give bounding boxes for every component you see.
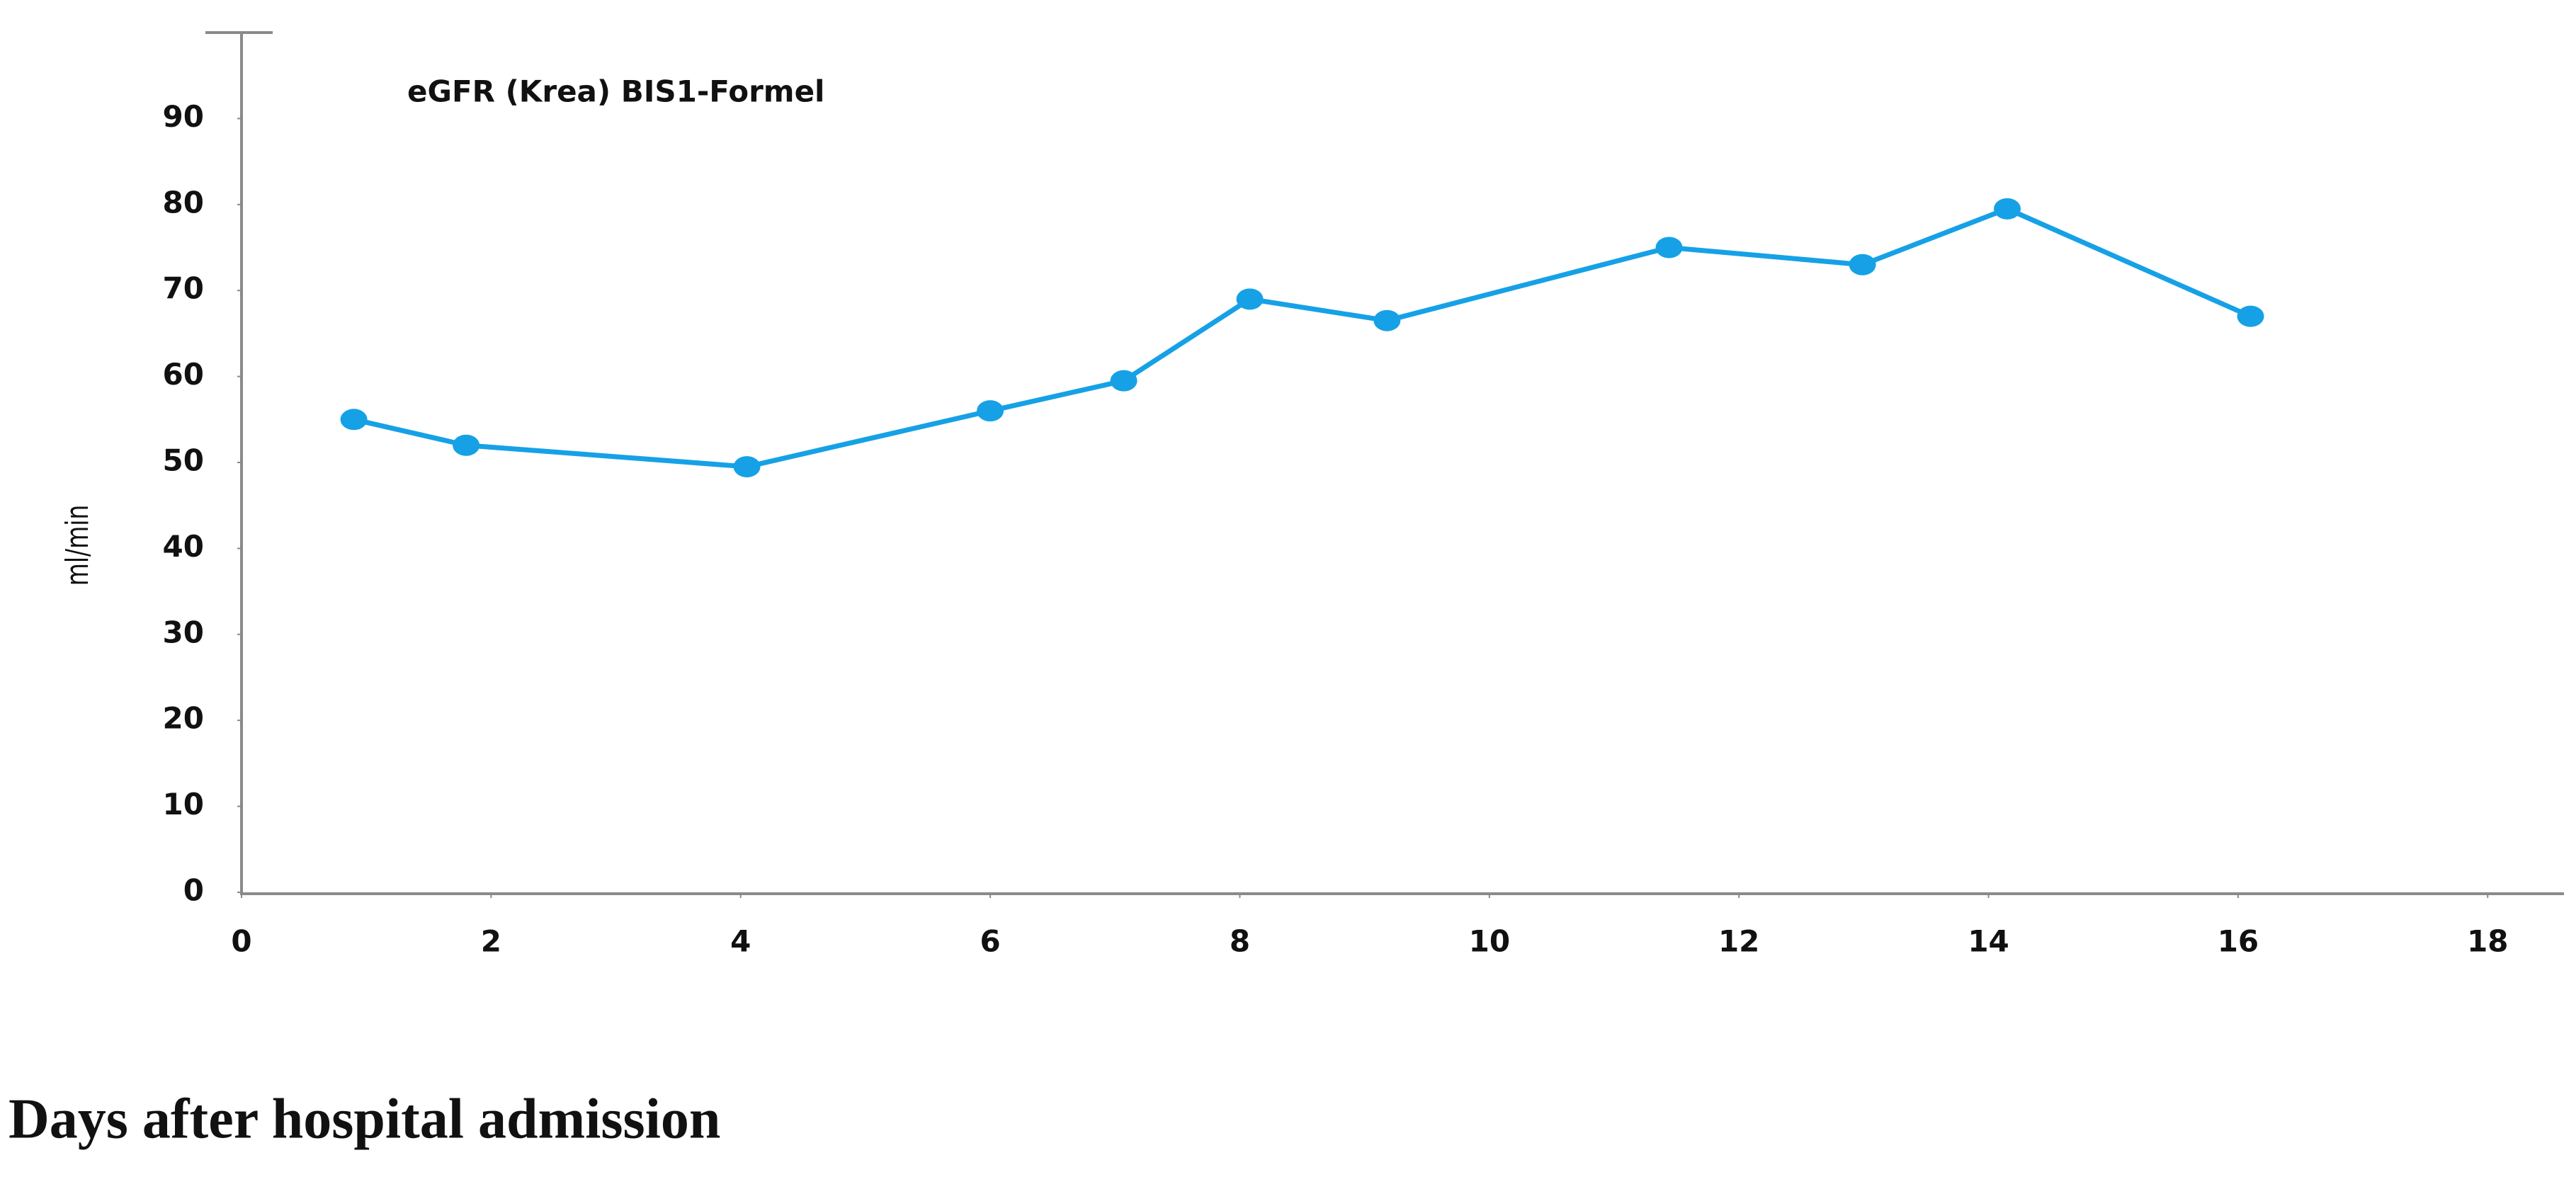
data-line (353, 206, 2252, 470)
y-tick-label: 70 (163, 271, 204, 306)
data-point (1655, 237, 1683, 258)
x-tick-label: 12 (1718, 924, 1759, 959)
x-tick-label: 10 (1469, 924, 1510, 959)
data-point (1373, 309, 1401, 331)
y-tick-label: 90 (163, 99, 204, 134)
y-axis-label: ml/min (59, 505, 96, 586)
y-tick-label: 80 (163, 185, 204, 220)
x-tick-label: 2 (481, 924, 501, 959)
x-axis-label: Days after hospital admission (8, 1088, 720, 1150)
y-tick-label: 30 (163, 615, 204, 649)
x-tick-label: 0 (231, 924, 251, 959)
x-tick-label: 14 (1968, 924, 2009, 959)
y-tick-label: 60 (163, 357, 204, 392)
x-tick-label: 8 (1230, 924, 1250, 959)
data-point (453, 434, 480, 456)
data-point (1849, 254, 1876, 275)
chart-title: eGFR (Krea) BIS1-Formel (407, 74, 824, 109)
y-tick-label: 10 (163, 787, 204, 821)
data-point (1110, 370, 1137, 392)
y-tick-label: 20 (163, 701, 204, 736)
data-point (2237, 305, 2264, 327)
y-tick-label: 0 (183, 873, 204, 908)
x-tick-label: 6 (980, 924, 1000, 959)
y-tick-label: 40 (163, 529, 204, 564)
data-point (1236, 288, 1264, 310)
data-point (733, 456, 761, 478)
x-tick-label: 16 (2218, 924, 2259, 959)
x-tick-label: 4 (730, 924, 751, 959)
data-point (977, 400, 1004, 422)
x-tick-label: 18 (2467, 924, 2508, 959)
data-point (340, 409, 368, 431)
y-tick-label: 50 (163, 443, 204, 478)
data-point (1993, 198, 2021, 220)
